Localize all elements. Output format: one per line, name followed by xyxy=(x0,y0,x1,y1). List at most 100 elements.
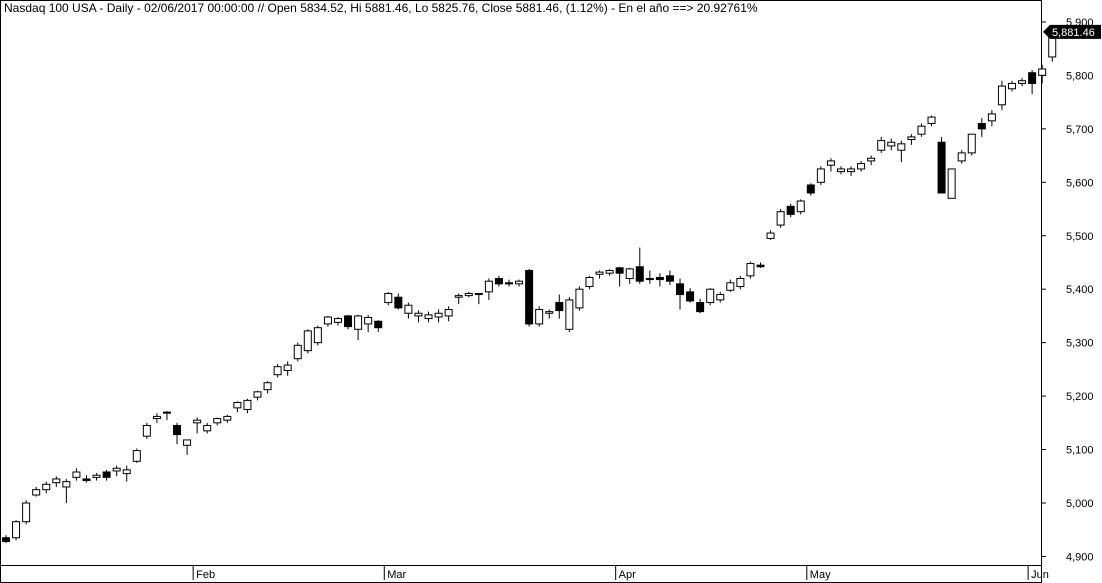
candle-body xyxy=(303,330,312,352)
candle xyxy=(233,401,242,413)
candle xyxy=(32,486,41,497)
candle xyxy=(263,381,272,394)
candle xyxy=(22,500,31,525)
candle xyxy=(525,268,534,327)
candle xyxy=(967,133,976,156)
candle-body xyxy=(525,269,534,325)
candle xyxy=(957,150,966,164)
candle-body xyxy=(152,415,161,420)
candle-body xyxy=(605,269,614,274)
candle-body xyxy=(333,318,342,323)
candle xyxy=(887,138,896,151)
candle-body xyxy=(847,168,856,173)
candle xyxy=(816,166,825,185)
candle xyxy=(585,275,594,290)
candle xyxy=(364,314,373,332)
candle-body xyxy=(1028,72,1037,84)
candle-body xyxy=(82,478,91,482)
candle-body xyxy=(897,143,906,151)
candle-body xyxy=(253,391,262,398)
y-tick-label: 5,000 xyxy=(1066,498,1094,510)
candle-body xyxy=(766,232,775,239)
candle xyxy=(183,439,192,455)
candle-body xyxy=(756,264,765,268)
candle-body xyxy=(1018,80,1027,84)
candle-body xyxy=(625,268,634,280)
candle-body xyxy=(293,344,302,360)
candle-body xyxy=(92,474,101,478)
candle xyxy=(776,209,785,228)
candle-body xyxy=(42,483,51,491)
candle-body xyxy=(796,200,805,213)
candle-body xyxy=(273,366,282,376)
candle xyxy=(847,166,856,176)
candle xyxy=(977,118,986,137)
candle-body xyxy=(474,292,483,296)
candle-body xyxy=(867,157,876,162)
candle xyxy=(565,297,574,332)
candle xyxy=(917,123,926,137)
candle-body xyxy=(987,113,996,122)
candle xyxy=(686,288,695,303)
y-tick-label: 5,600 xyxy=(1066,177,1094,189)
candle-body xyxy=(907,136,916,141)
candle xyxy=(937,136,946,194)
candle xyxy=(595,270,604,279)
candle xyxy=(384,291,393,306)
candle-body xyxy=(283,364,292,371)
candle xyxy=(394,293,403,310)
candle xyxy=(152,413,161,423)
candle-body xyxy=(575,288,584,309)
candle xyxy=(635,247,644,284)
candle-body xyxy=(786,205,795,215)
candle xyxy=(293,342,302,362)
candle-body xyxy=(816,168,825,183)
candle-body xyxy=(706,288,715,304)
candle xyxy=(1038,64,1047,84)
candle xyxy=(464,291,473,298)
candle xyxy=(333,316,342,326)
candle-body xyxy=(806,184,815,194)
candle-body xyxy=(424,314,433,320)
y-tick-label: 5,700 xyxy=(1066,124,1094,136)
candle-body xyxy=(535,309,544,325)
candle-body xyxy=(72,471,81,478)
candle xyxy=(313,325,322,346)
candle xyxy=(454,293,463,305)
candle xyxy=(52,476,61,487)
candle xyxy=(494,275,503,287)
candle xyxy=(655,273,664,287)
candle-body xyxy=(635,266,644,282)
candle-body xyxy=(404,304,413,314)
candle-body xyxy=(223,415,232,421)
candle-body xyxy=(877,140,886,151)
candle-body xyxy=(2,537,10,542)
candle-body xyxy=(927,116,936,125)
candle-body xyxy=(62,481,71,488)
candle-body xyxy=(173,424,182,436)
candle xyxy=(484,278,493,300)
y-tick-label: 5,400 xyxy=(1066,284,1094,296)
candle xyxy=(404,302,413,319)
candle-body xyxy=(957,152,966,162)
candle xyxy=(836,166,845,175)
candle xyxy=(515,279,524,287)
candle-body xyxy=(947,168,956,199)
candle-body xyxy=(736,278,745,288)
candle-body xyxy=(102,471,111,478)
candle-body xyxy=(776,211,785,226)
candle xyxy=(213,417,222,426)
candle-body xyxy=(364,317,373,325)
candle-body xyxy=(344,315,353,328)
candle-body xyxy=(826,160,835,166)
candle xyxy=(62,478,71,503)
candle xyxy=(535,306,544,327)
candle-body xyxy=(414,312,423,317)
candle-body xyxy=(555,302,564,312)
y-tick-label: 4,900 xyxy=(1066,551,1094,563)
candle xyxy=(947,168,956,199)
candle-body xyxy=(655,276,664,281)
candle xyxy=(555,294,564,319)
candle xyxy=(303,329,312,354)
